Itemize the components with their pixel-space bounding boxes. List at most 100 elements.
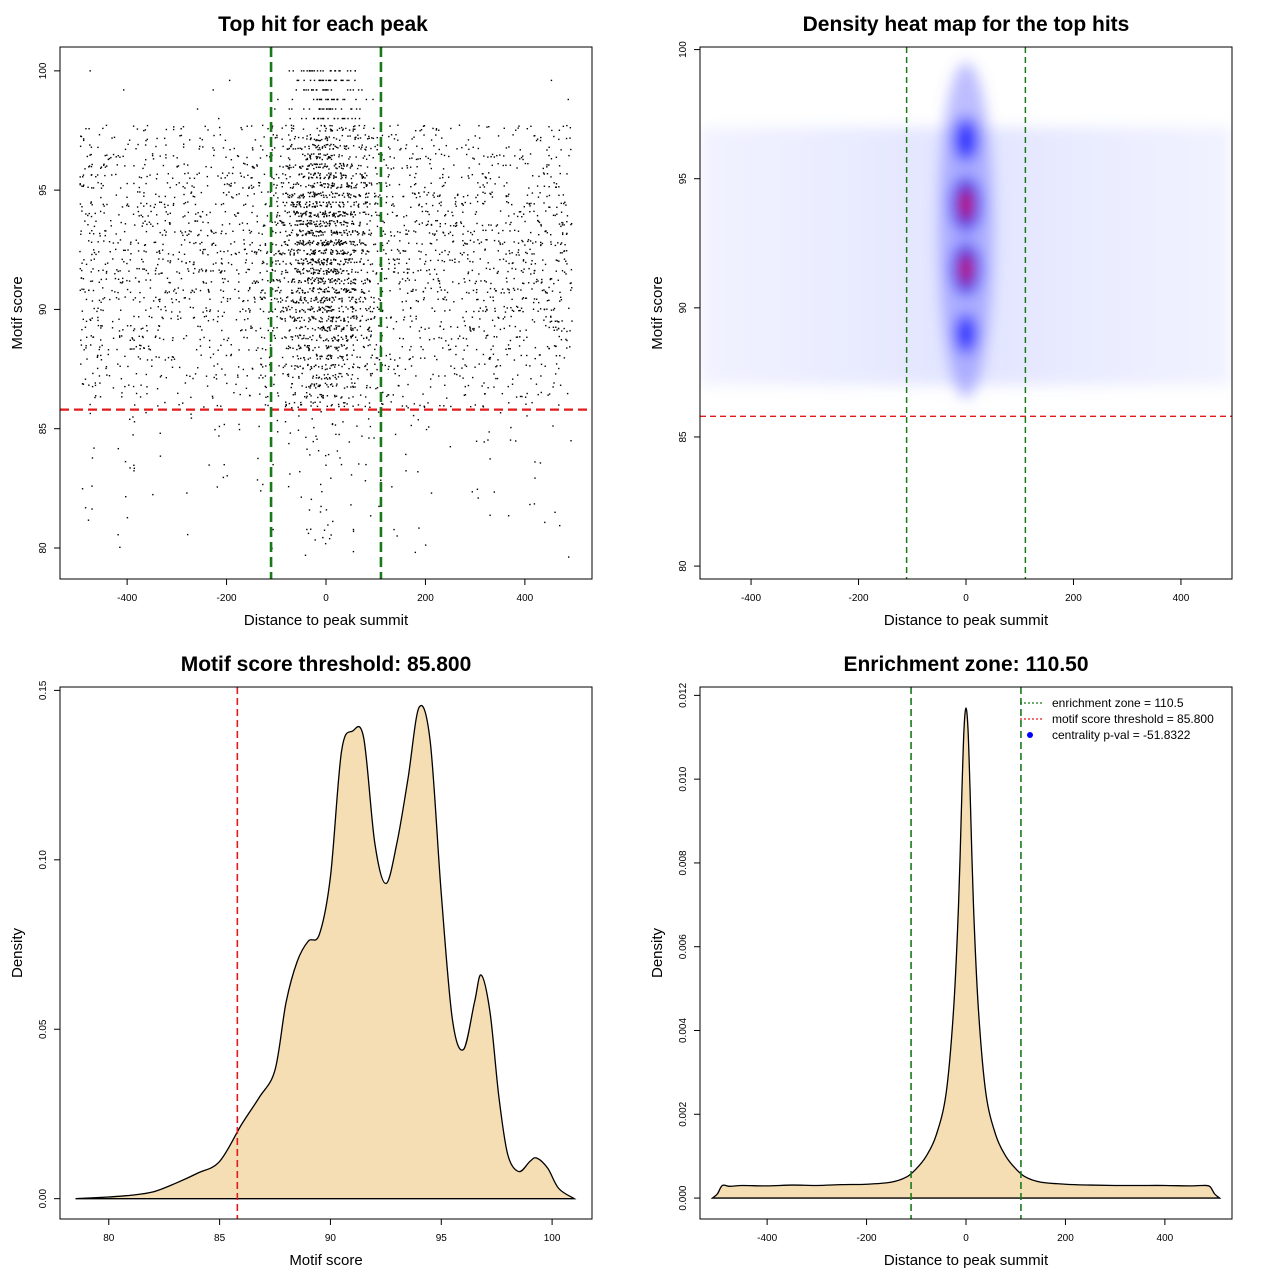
scatter-point [323,183,325,185]
scatter-point [311,234,314,236]
scatter-point [288,239,290,241]
scatter-point [362,292,365,294]
scatter-point [182,289,184,291]
scatter-point [90,259,92,261]
scatter-point [322,263,324,265]
scatter-point [320,355,322,357]
scatter-point [132,434,134,436]
scatter-point [425,155,427,158]
scatter-point [444,234,446,237]
scatter-point [343,282,345,285]
scatter-point [322,70,324,72]
scatter-point [273,327,275,329]
scatter-point [306,225,309,228]
scatter-point [343,344,345,347]
scatter-point [276,392,279,394]
scatter-point [266,252,268,254]
scatter-point [331,277,333,280]
scatter-point [393,263,396,266]
scatter-point [364,177,366,179]
scatter-point [79,176,81,178]
scatter-point [326,384,328,386]
scatter-point [329,279,332,281]
scatter-point [310,278,312,281]
scatter-point [332,270,334,273]
scatter-point [326,153,329,155]
scatter-point [322,397,324,399]
scatter-point [238,193,240,195]
scatter-point [328,176,331,178]
scatter-point [315,318,317,320]
scatter-point [325,329,327,332]
scatter-point [403,271,405,274]
scatter-point [324,165,326,167]
scatter-point [140,202,142,204]
scatter-point [550,243,552,246]
scatter-point [287,375,290,377]
scatter-point [304,146,306,148]
scatter-point [342,252,345,254]
scatter-point [351,374,354,376]
scatter-point [199,215,201,217]
scatter-point [165,128,168,131]
scatter-point [550,241,552,243]
scatter-point [371,354,373,356]
scatter-point [483,441,485,443]
scatter-point [319,321,322,323]
scatter-point [193,261,195,263]
scatter-point [258,232,260,234]
scatter-point [301,372,303,375]
scatter-point [517,251,519,254]
scatter-point [502,318,505,320]
scatter-point [358,124,360,127]
scatter-point [264,244,267,246]
scatter-point [118,330,121,332]
scatter-point [159,231,161,234]
scatter-point [327,268,330,270]
scatter-point [420,346,422,348]
scatter-point [360,164,362,167]
scatter-point [368,330,370,332]
scatter-point [315,269,317,271]
scatter-point [315,383,318,385]
scatter-point [535,281,538,283]
scatter-point [532,301,535,304]
scatter-point [293,319,296,322]
scatter-point [321,326,324,329]
scatter-point [456,326,459,328]
scatter-point [281,337,283,340]
scatter-point [299,299,301,301]
scatter-point [387,258,390,261]
scatter-point [350,282,352,285]
scatter-point [341,242,344,245]
scatter-point [278,279,281,281]
scatter-point [264,375,267,377]
scatter-point [152,300,155,302]
scatter-point [355,298,357,301]
scatter-point [370,356,372,359]
scatter-point [85,213,87,215]
scatter-point [103,164,105,166]
scatter-point [354,326,356,329]
scatter-point [333,299,335,301]
scatter-point [507,195,509,197]
scatter-point [308,349,310,352]
scatter-point [291,143,293,146]
scatter-point [266,263,268,265]
scatter-point [303,395,306,398]
scatter-point [444,249,446,252]
scatter-point [544,230,546,233]
scatter-point [376,250,379,252]
scatter-point [317,172,319,174]
scatter-point [146,138,149,141]
scatter-point [376,203,379,205]
scatter-point [167,253,170,255]
scatter-point [363,186,365,189]
scatter-point [306,232,308,234]
scatter-point [340,272,343,275]
scatter-point [409,349,411,351]
scatter-point [370,334,372,336]
scatter-point [387,268,390,270]
scatter-point [319,204,321,207]
scatter-point [349,254,351,256]
